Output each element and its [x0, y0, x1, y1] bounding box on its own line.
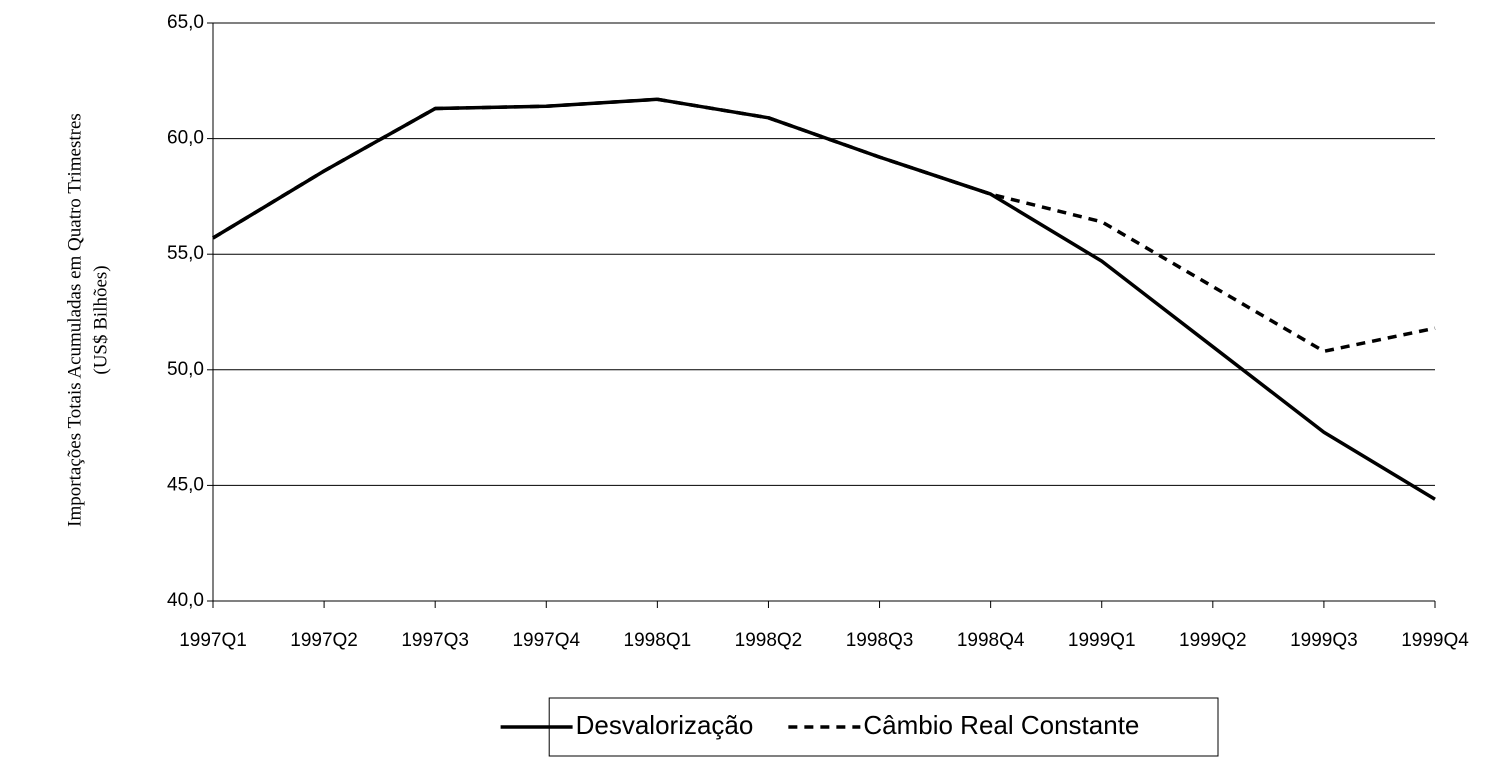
y-axis-title-line: Importações Totais Acumuladas em Quatro …: [64, 113, 85, 527]
y-tick-label: 60,0: [167, 128, 204, 149]
legend-box: [548, 697, 1219, 757]
y-tick-label: 65,0: [167, 12, 204, 33]
x-tick-label: 1998Q3: [846, 630, 914, 651]
y-tick-label: 45,0: [167, 474, 204, 495]
y-tick-label: 40,0: [167, 590, 204, 611]
x-tick-label: 1999Q3: [1290, 630, 1358, 651]
x-tick-label: 1997Q1: [179, 630, 247, 651]
y-tick-label: 55,0: [167, 243, 204, 264]
y-axis-title: Importações Totais Acumuladas em Quatro …: [64, 113, 111, 527]
x-tick-label: 1998Q2: [735, 630, 803, 651]
data-line: [212, 97, 1436, 501]
x-tick-label: 1997Q3: [401, 630, 469, 651]
x-tick-label: 1999Q2: [1179, 630, 1247, 651]
x-tick-label: 1999Q1: [1068, 630, 1136, 651]
x-tick-label: 1998Q4: [957, 630, 1025, 651]
legend-label: Desvalorização: [576, 710, 754, 740]
y-axis-title-line: (US$ Bilhões): [90, 265, 111, 374]
x-tick-label: 1998Q1: [624, 630, 692, 651]
legend-label: Câmbio Real Constante: [863, 710, 1139, 740]
y-tick-label: 50,0: [167, 359, 204, 380]
x-tick-label: 1999Q4: [1401, 630, 1469, 651]
x-tick-label: 1997Q4: [512, 630, 580, 651]
legend: Desvalorização Câmbio Real Constante: [500, 697, 1219, 757]
x-tick-label: 1997Q2: [290, 630, 358, 651]
data-line: [212, 97, 1436, 354]
